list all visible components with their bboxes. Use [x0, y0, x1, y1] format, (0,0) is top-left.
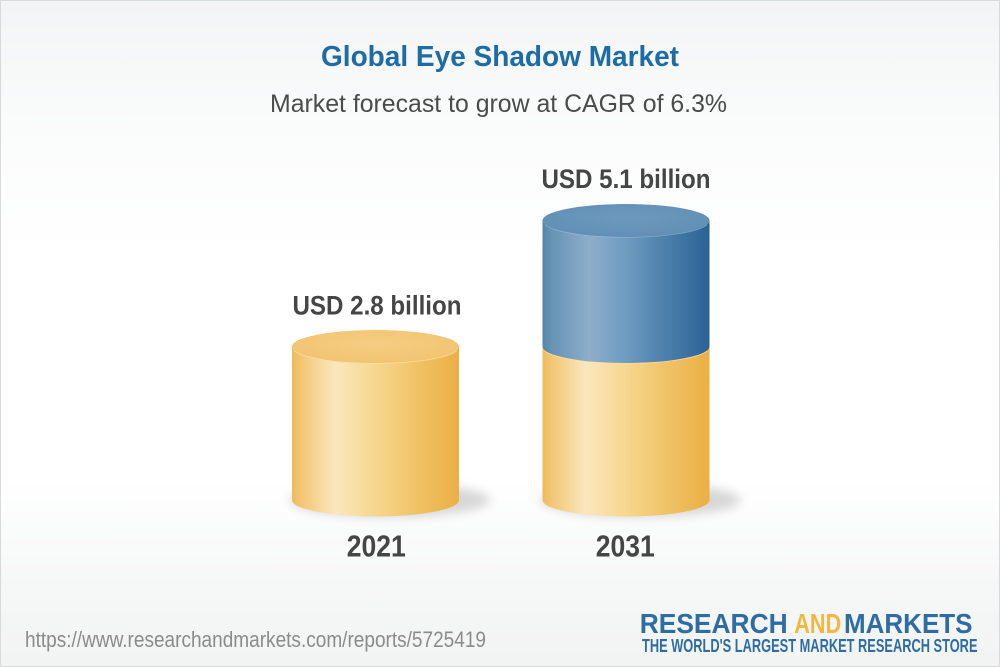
- svg-text:THE WORLD'S LARGEST MARKET RES: THE WORLD'S LARGEST MARKET RESEARCH STOR…: [642, 636, 978, 656]
- svg-text:Market forecast to grow at CAG: Market forecast to grow at CAGR of 6.3%: [270, 90, 727, 118]
- svg-text:Global Eye Shadow Market: Global Eye Shadow Market: [321, 41, 680, 73]
- svg-text:USD 5.1 billion: USD 5.1 billion: [542, 164, 711, 194]
- svg-text:MARKETS: MARKETS: [844, 608, 973, 639]
- svg-text:https://www.researchandmarkets: https://www.researchandmarkets.com/repor…: [25, 627, 486, 652]
- svg-text:2031: 2031: [596, 529, 655, 563]
- svg-text:AND: AND: [794, 608, 841, 639]
- svg-text:2021: 2021: [347, 530, 406, 564]
- svg-text:USD 2.8 billion: USD 2.8 billion: [293, 291, 462, 321]
- svg-text:RESEARCH: RESEARCH: [640, 608, 788, 639]
